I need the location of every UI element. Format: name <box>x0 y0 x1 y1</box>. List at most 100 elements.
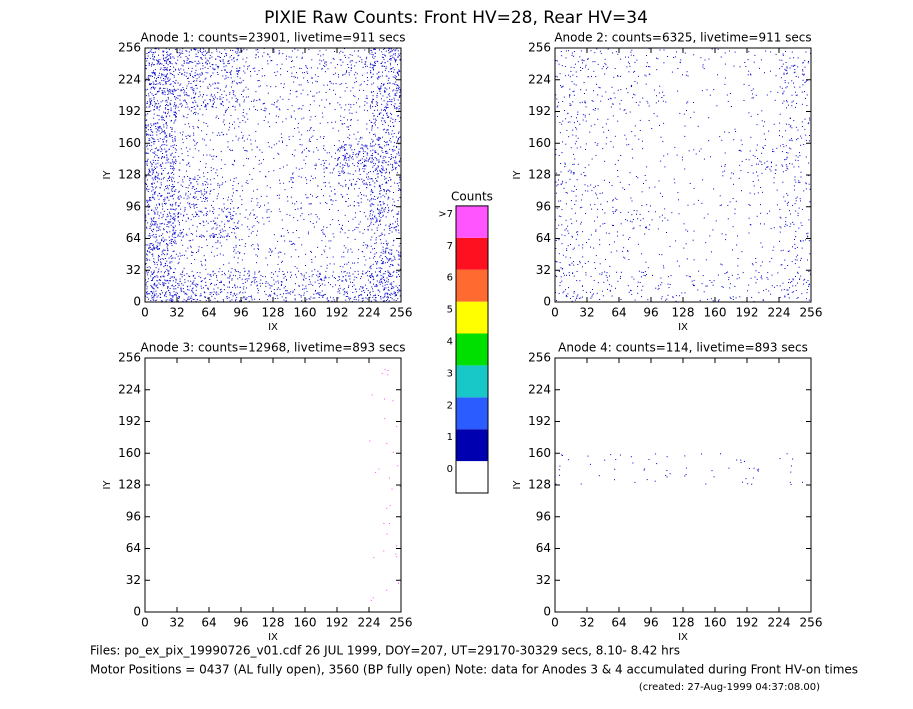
count-dot <box>234 122 235 123</box>
count-dot <box>214 285 215 286</box>
count-dot <box>222 184 223 185</box>
count-dot <box>171 179 172 180</box>
count-dot <box>148 272 149 273</box>
count-dot <box>164 280 165 281</box>
count-dot <box>384 300 385 301</box>
count-dot <box>189 95 190 96</box>
count-dot <box>207 172 208 173</box>
count-dot <box>149 138 150 139</box>
count-dot <box>237 102 238 103</box>
count-dot <box>215 59 216 60</box>
count-dot <box>154 214 155 215</box>
count-dot <box>351 183 352 184</box>
count-dot <box>326 227 327 228</box>
count-dot <box>320 292 321 293</box>
count-dot <box>761 59 762 60</box>
count-dot <box>236 68 237 69</box>
count-dot <box>269 217 270 218</box>
count-dot <box>150 300 151 301</box>
count-dot <box>309 203 310 204</box>
count-dot <box>192 234 193 235</box>
count-dot <box>332 219 333 220</box>
count-dot <box>148 200 149 201</box>
count-dot <box>310 299 311 300</box>
count-dot <box>391 283 392 284</box>
count-dot <box>303 219 304 220</box>
count-dot <box>334 59 335 60</box>
count-dot <box>150 171 151 172</box>
count-dot <box>232 140 233 141</box>
count-dot <box>667 56 668 57</box>
count-dot <box>353 152 354 153</box>
count-dot <box>213 227 214 228</box>
count-dot <box>309 276 310 277</box>
count-dot <box>338 298 339 299</box>
count-dot <box>232 66 233 67</box>
count-dot <box>226 216 227 217</box>
count-dot <box>189 55 190 56</box>
count-dot <box>345 162 346 163</box>
count-dot <box>251 285 252 286</box>
count-dot <box>180 68 181 69</box>
count-dot <box>243 59 244 60</box>
count-dot <box>260 206 261 207</box>
count-dot <box>175 282 176 283</box>
count-dot <box>388 272 389 273</box>
count-dot <box>151 219 152 220</box>
count-dot <box>294 295 295 296</box>
count-dot <box>195 114 196 115</box>
count-dot <box>193 140 194 141</box>
count-dot <box>593 109 594 110</box>
count-dot <box>380 255 381 256</box>
count-dot <box>238 221 239 222</box>
count-dot <box>588 76 589 77</box>
count-dot <box>381 282 382 283</box>
count-dot <box>242 279 243 280</box>
count-dot <box>334 189 335 190</box>
count-dot <box>193 206 194 207</box>
count-dot <box>376 169 377 170</box>
count-dot <box>167 157 168 158</box>
count-dot <box>353 179 354 180</box>
count-dot <box>352 292 353 293</box>
count-dot <box>308 82 309 83</box>
count-dot <box>190 281 191 282</box>
count-dot <box>366 158 367 159</box>
count-dot <box>372 203 373 204</box>
count-dot <box>222 237 223 238</box>
count-dot <box>203 195 204 196</box>
count-dot <box>372 158 373 159</box>
count-dot <box>302 285 303 286</box>
count-dot <box>386 103 387 104</box>
count-dot <box>151 285 152 286</box>
count-dot <box>314 298 315 299</box>
count-dot <box>307 94 308 95</box>
count-dot <box>161 263 162 264</box>
count-dot <box>346 72 347 73</box>
count-dot <box>338 291 339 292</box>
count-dot <box>173 296 174 297</box>
count-dot <box>271 60 272 61</box>
count-dot <box>184 75 185 76</box>
count-dot <box>378 159 379 160</box>
count-dot <box>748 74 749 75</box>
count-dot <box>383 195 384 196</box>
x-tick-label: 256 <box>390 306 413 320</box>
footer-motor: Motor Positions = 0437 (AL fully open), … <box>90 663 858 677</box>
count-dot <box>256 198 257 199</box>
count-dot <box>183 215 184 216</box>
count-dot <box>392 167 393 168</box>
count-dot <box>171 225 172 226</box>
count-dot <box>156 128 157 129</box>
count-dot <box>165 108 166 109</box>
count-dot <box>378 290 379 291</box>
count-dot <box>387 153 388 154</box>
count-dot <box>274 72 275 73</box>
count-dot <box>165 105 166 106</box>
count-dot <box>168 226 169 227</box>
count-dot <box>200 161 201 162</box>
count-dot <box>232 164 233 165</box>
count-dot <box>156 240 157 241</box>
count-dot <box>600 87 601 88</box>
count-dot <box>172 177 173 178</box>
